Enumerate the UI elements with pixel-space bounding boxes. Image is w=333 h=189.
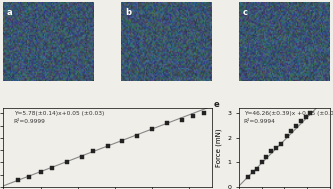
- Point: [299, 119, 304, 122]
- Point: [135, 135, 140, 138]
- Point: [263, 156, 269, 159]
- Point: [259, 161, 264, 164]
- Point: [308, 112, 313, 115]
- Text: a: a: [7, 8, 13, 17]
- Point: [49, 167, 54, 170]
- Point: [268, 149, 273, 152]
- Point: [90, 150, 95, 153]
- Point: [303, 115, 309, 119]
- Text: b: b: [125, 8, 131, 17]
- Text: c: c: [243, 8, 248, 17]
- Text: Y=46.26(±0.39)x +0.05 (±0.02): Y=46.26(±0.39)x +0.05 (±0.02): [243, 111, 333, 116]
- Point: [245, 175, 251, 178]
- Point: [38, 170, 43, 173]
- Point: [179, 119, 185, 122]
- Point: [202, 112, 207, 115]
- Point: [190, 115, 196, 118]
- Point: [79, 155, 84, 158]
- Y-axis label: Force (mN): Force (mN): [215, 128, 222, 167]
- Point: [254, 167, 260, 170]
- Text: R²=0.9999: R²=0.9999: [14, 119, 46, 124]
- Text: e: e: [214, 100, 219, 109]
- Point: [120, 139, 125, 143]
- Point: [284, 134, 289, 137]
- Point: [64, 161, 69, 164]
- Point: [278, 143, 284, 146]
- Point: [165, 121, 170, 124]
- Point: [16, 179, 21, 182]
- Point: [150, 127, 155, 130]
- Point: [105, 144, 110, 147]
- Point: [250, 171, 255, 174]
- Point: [27, 175, 32, 178]
- Text: Y=5.78(±0.14)x+0.05 (±0.03): Y=5.78(±0.14)x+0.05 (±0.03): [14, 111, 104, 116]
- Point: [274, 146, 279, 149]
- Point: [288, 130, 294, 133]
- Text: R²=0.9994: R²=0.9994: [243, 119, 275, 124]
- Point: [293, 124, 298, 127]
